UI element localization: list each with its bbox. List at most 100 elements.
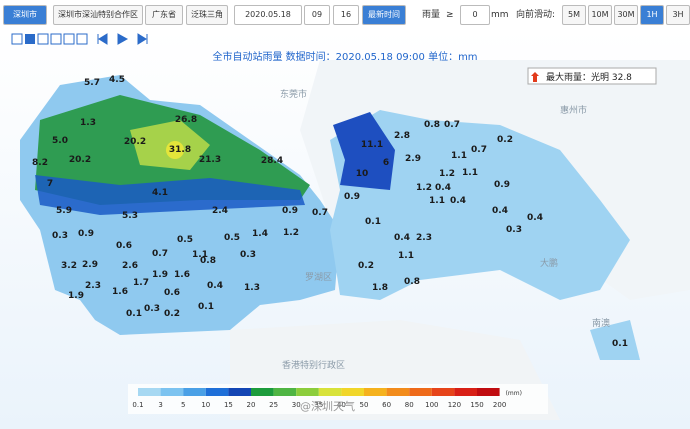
station-value: 0.3 [506,225,522,235]
station-value: 4.5 [109,75,125,85]
legend-tick: 80 [405,401,414,409]
station-value: 0.2 [497,135,513,145]
station-value: 0.9 [282,206,298,216]
legend-tick: 60 [382,401,391,409]
station-value: 28.4 [261,156,283,166]
station-value: 1.6 [112,287,128,297]
minute-input[interactable]: 16 [333,5,359,25]
station-value: 0.9 [344,192,360,202]
interval-button[interactable]: 30M [614,5,638,25]
legend-tick: 120 [448,401,461,409]
station-value: 20.2 [124,137,146,147]
station-value: 2.9 [82,260,98,270]
rain-max [166,141,184,159]
rain-east-core [333,112,395,190]
station-value: 0.1 [126,309,142,319]
legend-unit: (mm) [506,390,522,397]
station-value: 4.1 [152,188,168,198]
station-value: 11.1 [361,140,383,150]
watermark: @深圳天气 [300,399,355,413]
legend-tick: 100 [425,401,438,409]
legend-tick: 5 [181,401,185,409]
place-name: 大鹏 [540,257,558,269]
station-value: 0.4 [435,183,451,193]
legend-tick: 150 [470,401,483,409]
place-name: 香港特别行政区 [282,359,345,371]
place-name: 惠州市 [560,104,587,116]
legend-swatch [364,388,387,396]
interval-button[interactable]: 3H [666,5,690,25]
station-value: 2.4 [212,206,228,216]
legend-bg [128,384,548,414]
station-value: 0.4 [207,281,223,291]
station-value: 1.9 [68,291,84,301]
station-value: 1.4 [252,229,268,239]
station-value: 31.8 [169,145,191,155]
interval-button[interactable]: 10M [588,5,612,25]
legend-swatch [228,388,251,396]
station-value: 5.9 [56,206,72,216]
station-value: 1.1 [192,250,208,260]
legend-tick: 25 [269,401,278,409]
station-value: 1.8 [372,283,388,293]
station-value: 2.3 [85,281,101,291]
station-value: 5.3 [122,211,138,221]
station-value: 1.2 [439,169,455,179]
legend-swatch [318,388,342,396]
legend-tick: 200 [493,401,506,409]
station-value: 0.3 [52,231,68,241]
province-button[interactable]: 广东省 [145,5,183,25]
date-input[interactable]: 2020.05.18 [234,5,302,25]
place-name: 罗湖区 [305,272,332,283]
station-value: 0.3 [144,304,160,314]
station-value: 0.4 [527,213,543,223]
station-value: 0.7 [152,249,168,259]
operator: ≥ [446,10,454,20]
latest-button[interactable]: 最新时间 [362,5,406,25]
station-value: 0.6 [164,288,180,298]
place-name: 南澳 [592,317,610,329]
place-name: 东莞市 [280,88,307,100]
station-value: 0.3 [240,250,256,260]
station-value: 0.6 [116,241,132,251]
zone-button[interactable]: 深圳市深汕特别合作区 [53,5,143,25]
map-title: 全市自动站雨量 数据时间：2020.05.18 09:00 单位：mm [212,50,477,63]
station-value: 0.7 [444,120,460,130]
threshold-input[interactable]: 0 [460,5,490,25]
station-value: 1.7 [133,278,149,288]
city-select[interactable]: 深圳市 [3,5,47,25]
interval-button[interactable]: 1H [640,5,664,25]
station-value: 6 [383,158,389,168]
legend-swatch [386,388,410,396]
legend-swatch [273,388,297,396]
station-value: 5.7 [84,78,100,88]
legend-tick: 50 [360,401,369,409]
station-value: 0.1 [612,339,628,349]
station-value: 1.3 [80,118,96,128]
hour-input[interactable]: 09 [304,5,330,25]
legend-swatch [205,388,229,396]
station-value: 1.2 [283,228,299,238]
playback-controls [11,33,148,45]
legend-swatch [409,388,432,396]
station-value: 0.4 [394,233,410,243]
legend-swatch [296,388,319,396]
station-value: 0.5 [224,233,240,243]
station-value: 5.0 [52,136,68,146]
station-value: 0.4 [492,206,508,216]
region-button[interactable]: 泛珠三角 [186,5,228,25]
station-value: 3.2 [61,261,77,271]
station-value: 21.3 [199,155,221,165]
station-value: 0.1 [198,302,214,312]
max-box [527,67,657,85]
land-north [300,60,690,300]
legend-swatch [183,388,206,396]
slide-label: 向前滑动: [516,10,556,20]
station-value: 0.4 [450,196,466,206]
legend-swatch [138,388,161,396]
interval-button[interactable]: 5M [562,5,586,25]
station-value: 0.9 [494,180,510,190]
legend-tick: 40 [337,401,346,409]
station-value: 1.1 [429,196,445,206]
